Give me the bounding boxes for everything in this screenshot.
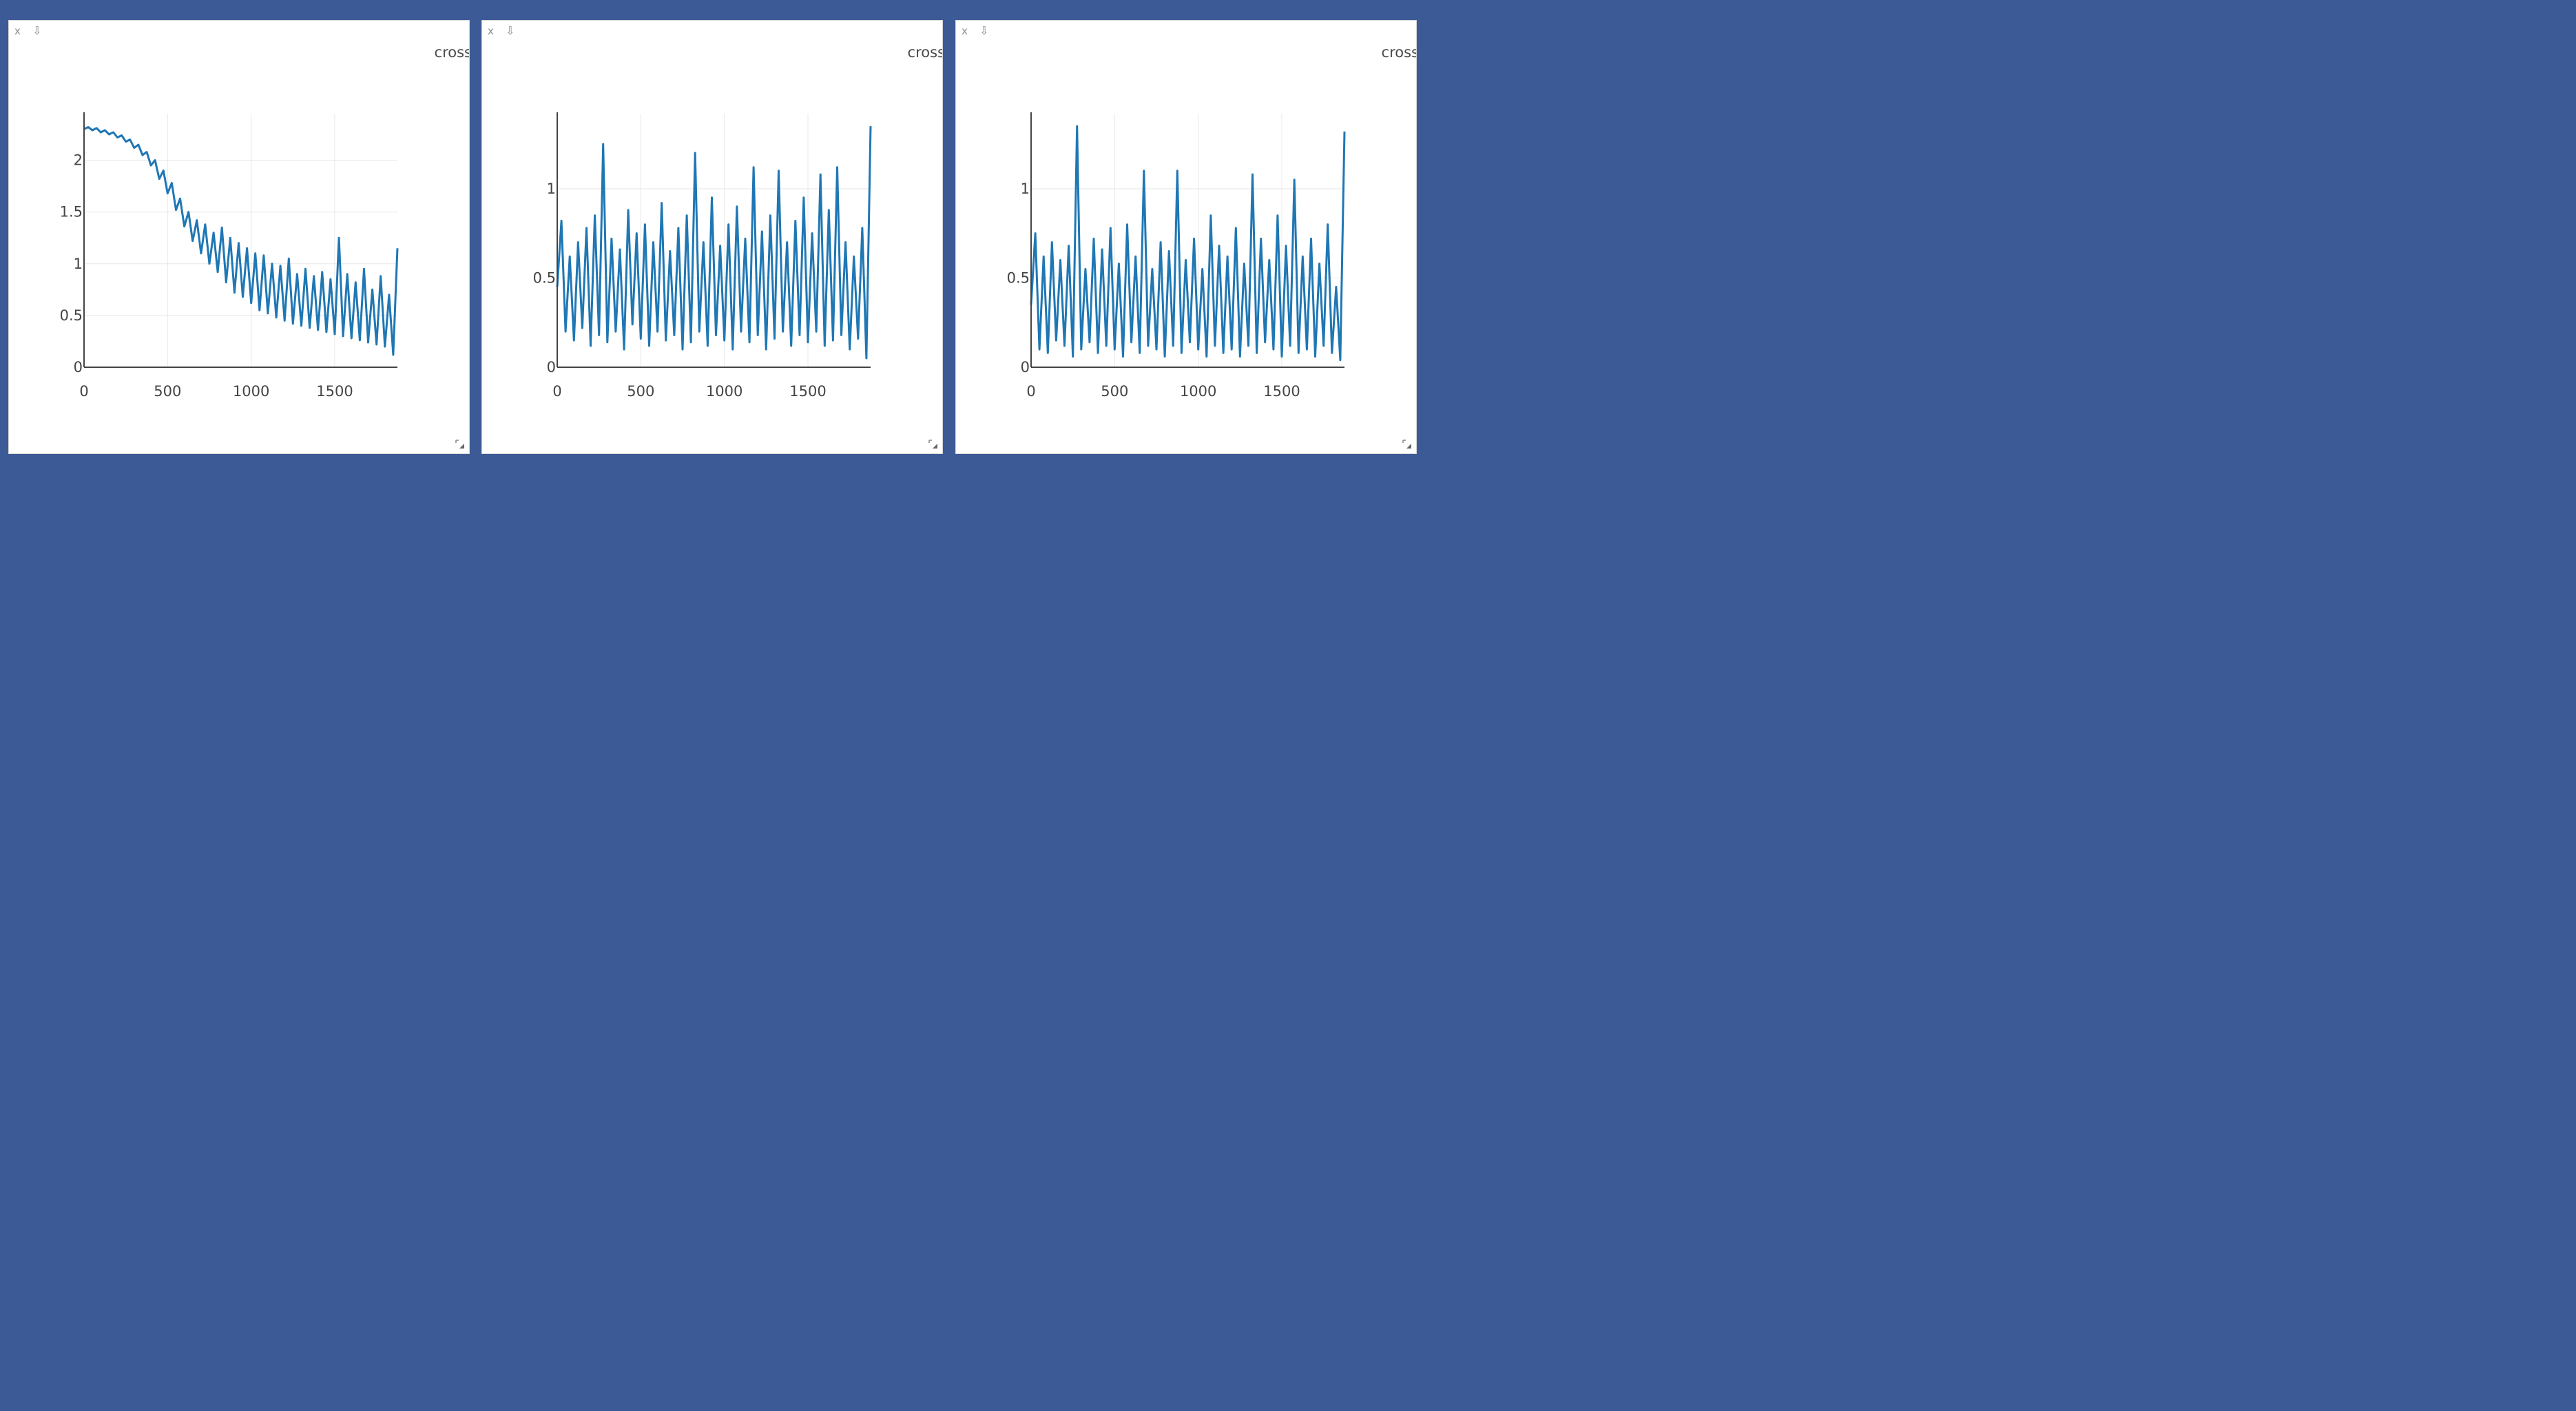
series-line — [83, 126, 399, 356]
download-icon[interactable]: ⇩ — [979, 24, 989, 37]
x-tick-label: 1500 — [316, 383, 353, 400]
line-chart[interactable]: 0 500 1000 1500 0 0.5 1 — [956, 21, 1417, 454]
resize-handle-icon[interactable] — [1402, 440, 1412, 449]
y-tick-label: 2 — [74, 152, 83, 169]
close-icon[interactable]: x — [962, 25, 968, 37]
line-chart[interactable]: 0 500 1000 1500 0 0.5 1 1.5 2 — [9, 21, 470, 454]
line-chart[interactable]: 0 500 1000 1500 0 0.5 1 — [482, 21, 943, 454]
y-tick-label: 0 — [547, 359, 556, 375]
y-tick-label: 0.5 — [60, 307, 83, 324]
pane-title: cross — [1381, 44, 1417, 61]
pane-title: cross — [434, 44, 470, 61]
y-tick-label: 1 — [1021, 181, 1030, 197]
plot-pane: x ⇩ cross 0 500 1000 1500 0 0.5 1 1.5 2 — [8, 20, 470, 454]
x-tick-label: 0 — [552, 383, 561, 400]
x-tick-label: 500 — [1101, 383, 1128, 400]
y-tick-label: 1 — [74, 256, 83, 272]
y-tick-label: 1.5 — [60, 204, 83, 220]
plot-pane: x ⇩ cross 0 500 1000 1500 0 0.5 1 — [481, 20, 943, 454]
download-icon[interactable]: ⇩ — [506, 24, 515, 37]
close-icon[interactable]: x — [14, 25, 21, 37]
x-tick-label: 0 — [79, 383, 88, 400]
plot-pane: x ⇩ cross 0 500 1000 1500 0 0.5 1 — [955, 20, 1417, 454]
y-tick-label: 0.5 — [533, 269, 556, 286]
resize-handle-icon[interactable] — [455, 440, 465, 449]
resize-handle-icon[interactable] — [928, 440, 938, 449]
series-line — [556, 126, 872, 360]
x-tick-label: 1000 — [706, 383, 742, 400]
x-tick-label: 1000 — [233, 383, 269, 400]
x-tick-label: 1000 — [1180, 383, 1216, 400]
download-icon[interactable]: ⇩ — [32, 24, 42, 37]
y-tick-label: 0 — [1021, 359, 1030, 375]
y-tick-label: 1 — [547, 181, 556, 197]
x-tick-label: 0 — [1026, 383, 1035, 400]
y-tick-label: 0 — [74, 359, 83, 375]
x-tick-label: 1500 — [789, 383, 826, 400]
x-tick-label: 500 — [154, 383, 181, 400]
series-line — [1030, 125, 1346, 362]
pane-title: cross — [907, 44, 943, 61]
y-tick-label: 0.5 — [1007, 269, 1030, 286]
x-tick-label: 500 — [627, 383, 654, 400]
x-tick-label: 1500 — [1263, 383, 1300, 400]
close-icon[interactable]: x — [488, 25, 494, 37]
